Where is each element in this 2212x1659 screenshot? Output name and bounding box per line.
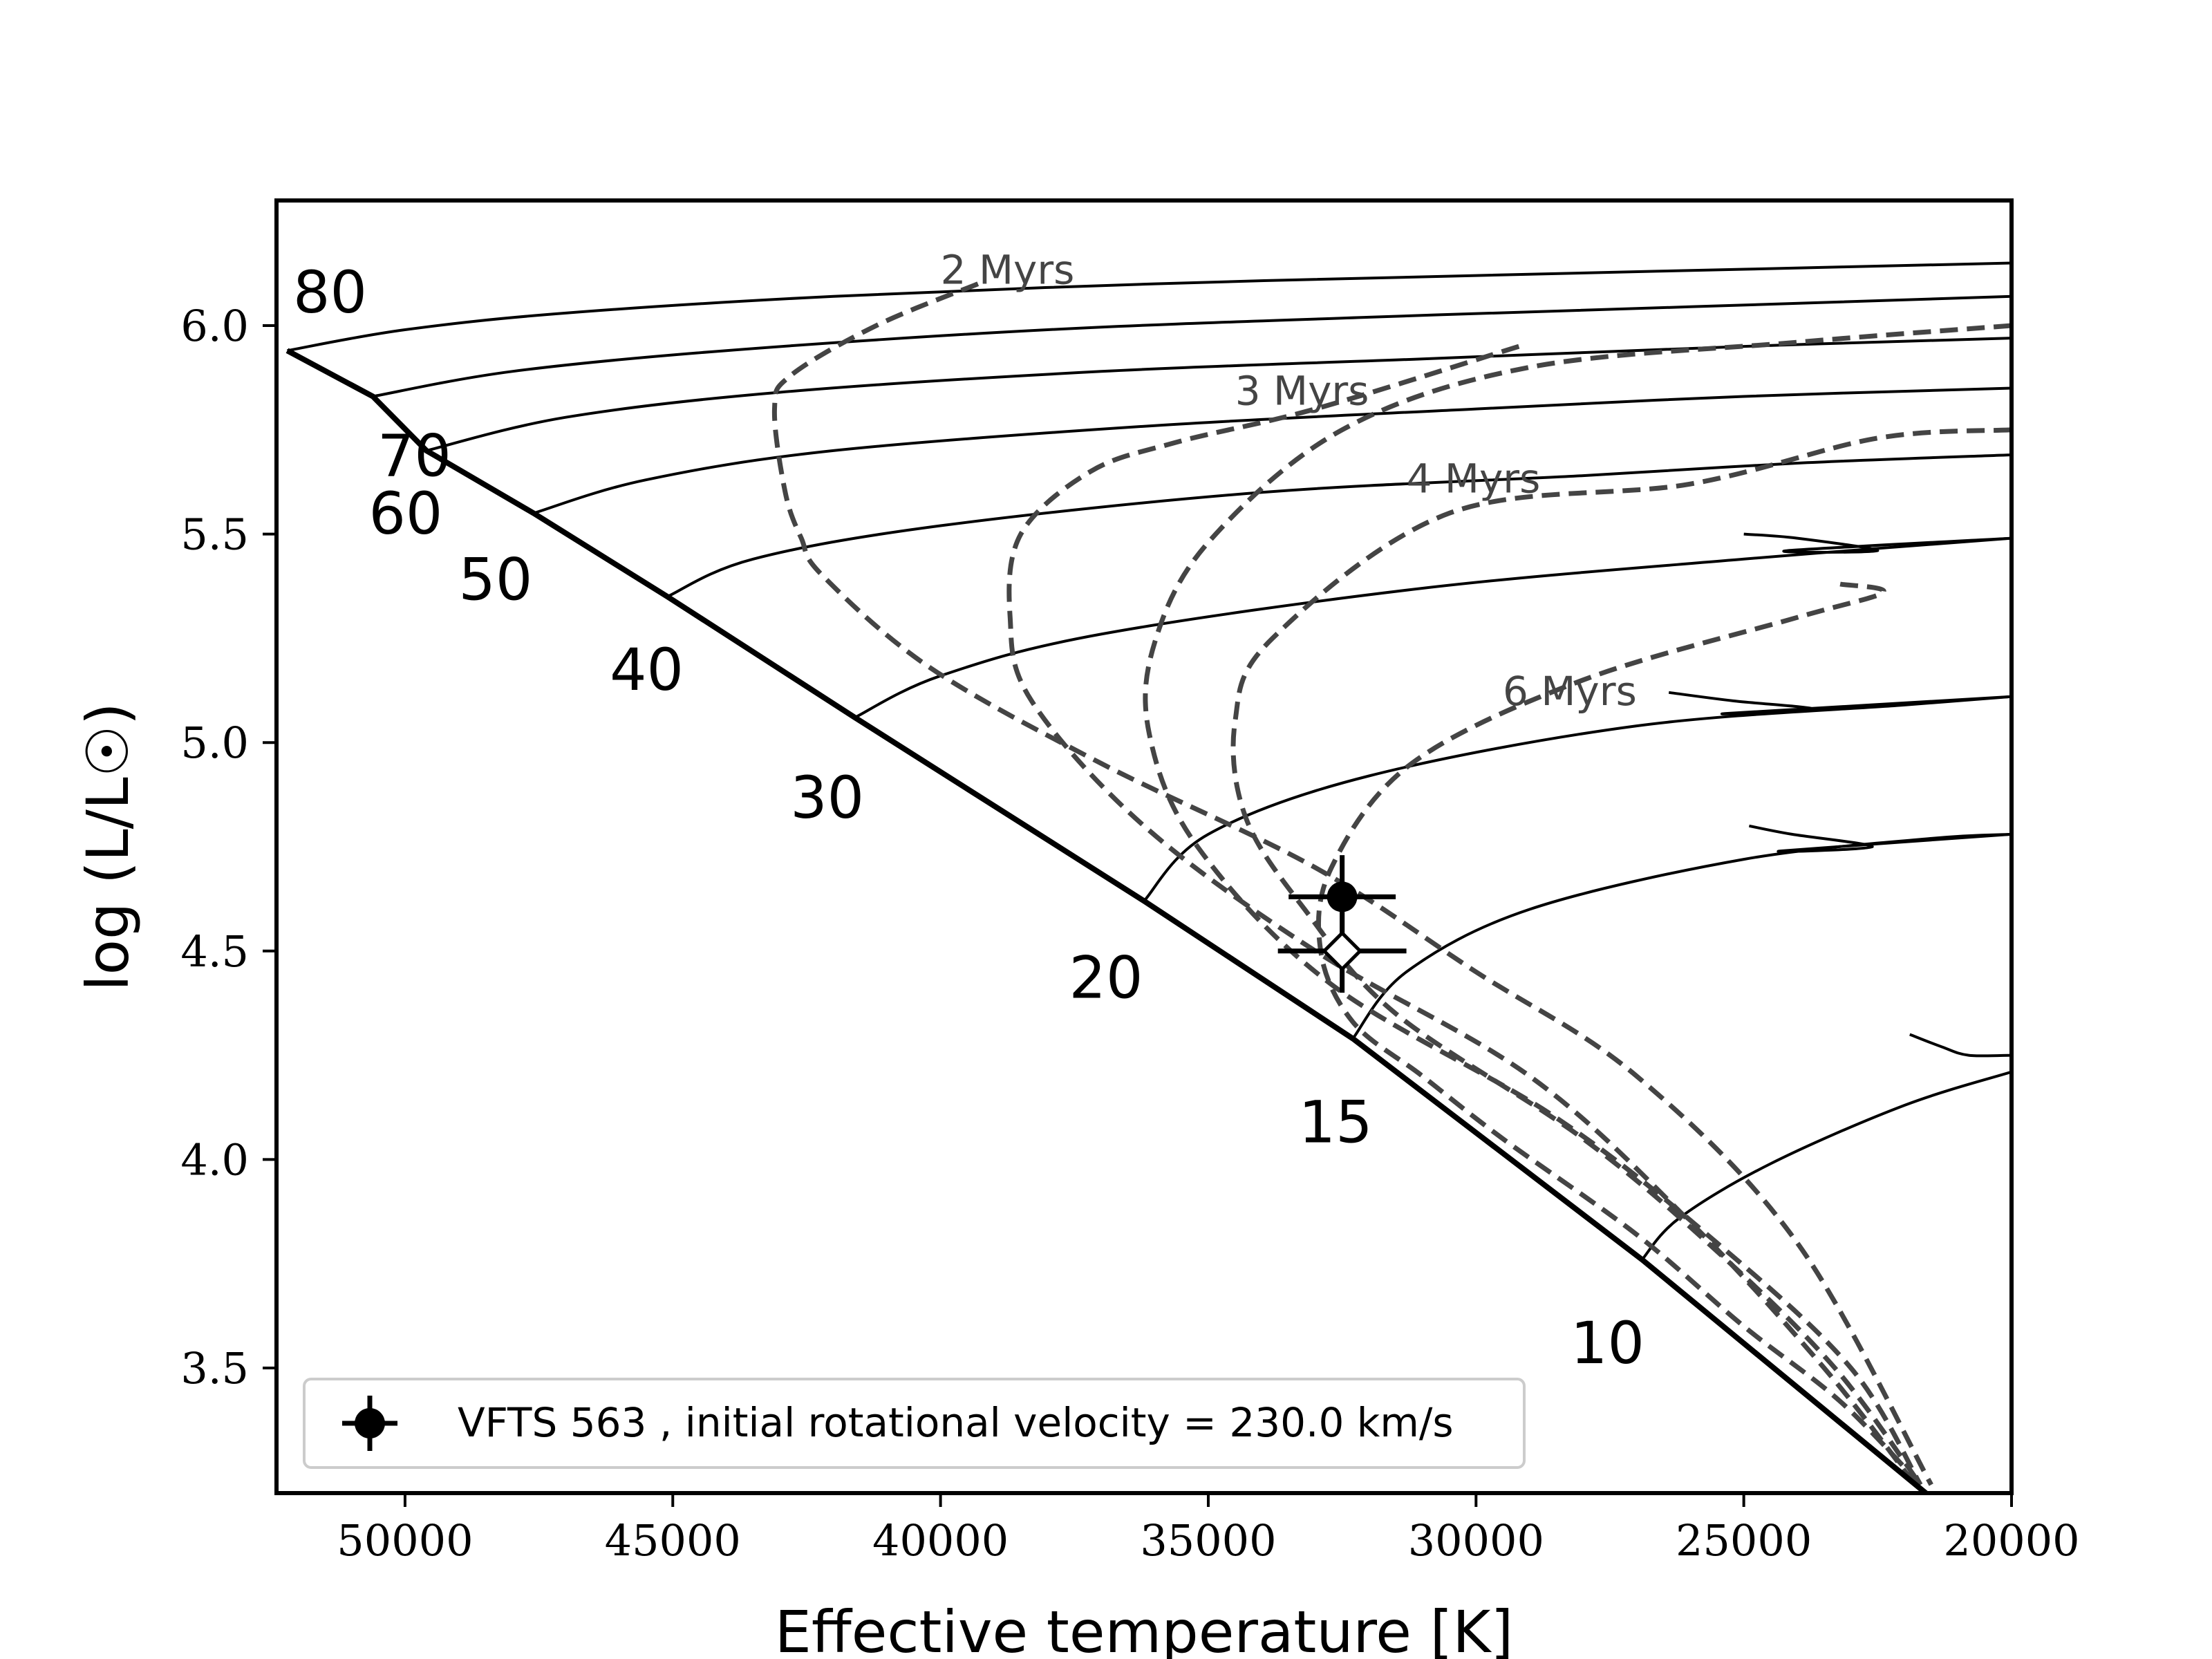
isochrone-label-3: 4 Myrs <box>1407 455 1541 502</box>
plot-area <box>285 261 2012 1493</box>
observed-star <box>1277 855 1407 993</box>
y-tick-label: 5.5 <box>180 509 249 560</box>
y-tick-label: 4.5 <box>180 926 249 977</box>
y-tick-label: 4.0 <box>180 1134 249 1185</box>
mass-label-40: 40 <box>610 636 684 704</box>
x-tick-label: 45000 <box>605 1515 741 1566</box>
track-hook-4 <box>1909 1033 2012 1058</box>
track-30-line <box>854 536 2012 719</box>
x-tick-label: 40000 <box>872 1515 1009 1566</box>
plot-frame <box>274 198 2014 1495</box>
mass-label-30: 30 <box>790 764 864 832</box>
x-tick-label: 35000 <box>1140 1515 1276 1566</box>
track-hook-1 <box>1743 532 2012 554</box>
mass-label-60: 60 <box>368 480 442 547</box>
mass-label-50: 50 <box>458 545 532 613</box>
track-hooks <box>1668 532 2012 1058</box>
observed-alt-diamond <box>1322 930 1363 972</box>
mass-label-15: 15 <box>1299 1088 1373 1156</box>
y-tick-label: 5.0 <box>180 718 249 768</box>
y-tick-label: 3.5 <box>180 1343 249 1394</box>
x-axis-label: Effective temperature [K] <box>775 1598 1514 1659</box>
isochrone-5 <box>1315 581 1922 1487</box>
legend: VFTS 563 , initial rotational velocity =… <box>303 1378 1526 1469</box>
track-10-line <box>1640 1070 2012 1261</box>
track-hook-2 <box>1668 691 2012 715</box>
isochrones <box>771 281 2012 1487</box>
axis-ticks: 50000 45000 40000 35000 30000 25000 20000 3.5 4.… <box>180 301 2079 1566</box>
observed-point <box>1327 881 1358 912</box>
y-axis-label: log (L/L☉) <box>74 702 142 991</box>
zams-line <box>285 348 1928 1493</box>
mass-label-10: 10 <box>1571 1309 1644 1377</box>
isochrone-3 <box>1143 323 2012 1486</box>
evolutionary-tracks <box>287 261 2012 1261</box>
x-tick-label: 50000 <box>337 1515 473 1566</box>
zams-line-group <box>285 348 1928 1493</box>
legend-box <box>303 1378 1526 1469</box>
track-50-line <box>533 386 2012 515</box>
legend-marker <box>342 1396 397 1451</box>
x-tick-label: 20000 <box>1943 1515 2079 1566</box>
mass-label-20: 20 <box>1069 944 1143 1011</box>
track-15-line <box>1351 832 2012 1040</box>
isochrone-label-5: 6 Myrs <box>1503 668 1637 715</box>
track-hook-3 <box>1749 824 2012 853</box>
x-tick-label: 30000 <box>1408 1515 1544 1566</box>
track-70-line <box>373 294 2012 398</box>
track-80-line <box>287 261 2012 353</box>
isochrone-2 <box>1006 344 1918 1487</box>
isochrone-label-2: 3 Myrs <box>1235 368 1369 415</box>
x-tick-label: 25000 <box>1676 1515 1812 1566</box>
isochrone-1 <box>771 281 1933 1486</box>
track-40-line <box>666 453 2012 598</box>
y-tick-label: 6.0 <box>180 301 249 351</box>
mass-label-80: 80 <box>293 259 367 326</box>
isochrone-4 <box>1230 427 2012 1486</box>
legend-label: VFTS 563 , initial rotational velocity =… <box>458 1399 1454 1446</box>
mass-label-70: 70 <box>377 422 451 490</box>
track-60-line <box>426 337 2012 452</box>
track-20-line <box>1143 695 2012 902</box>
isochrone-label-1: 2 Myrs <box>941 247 1075 294</box>
